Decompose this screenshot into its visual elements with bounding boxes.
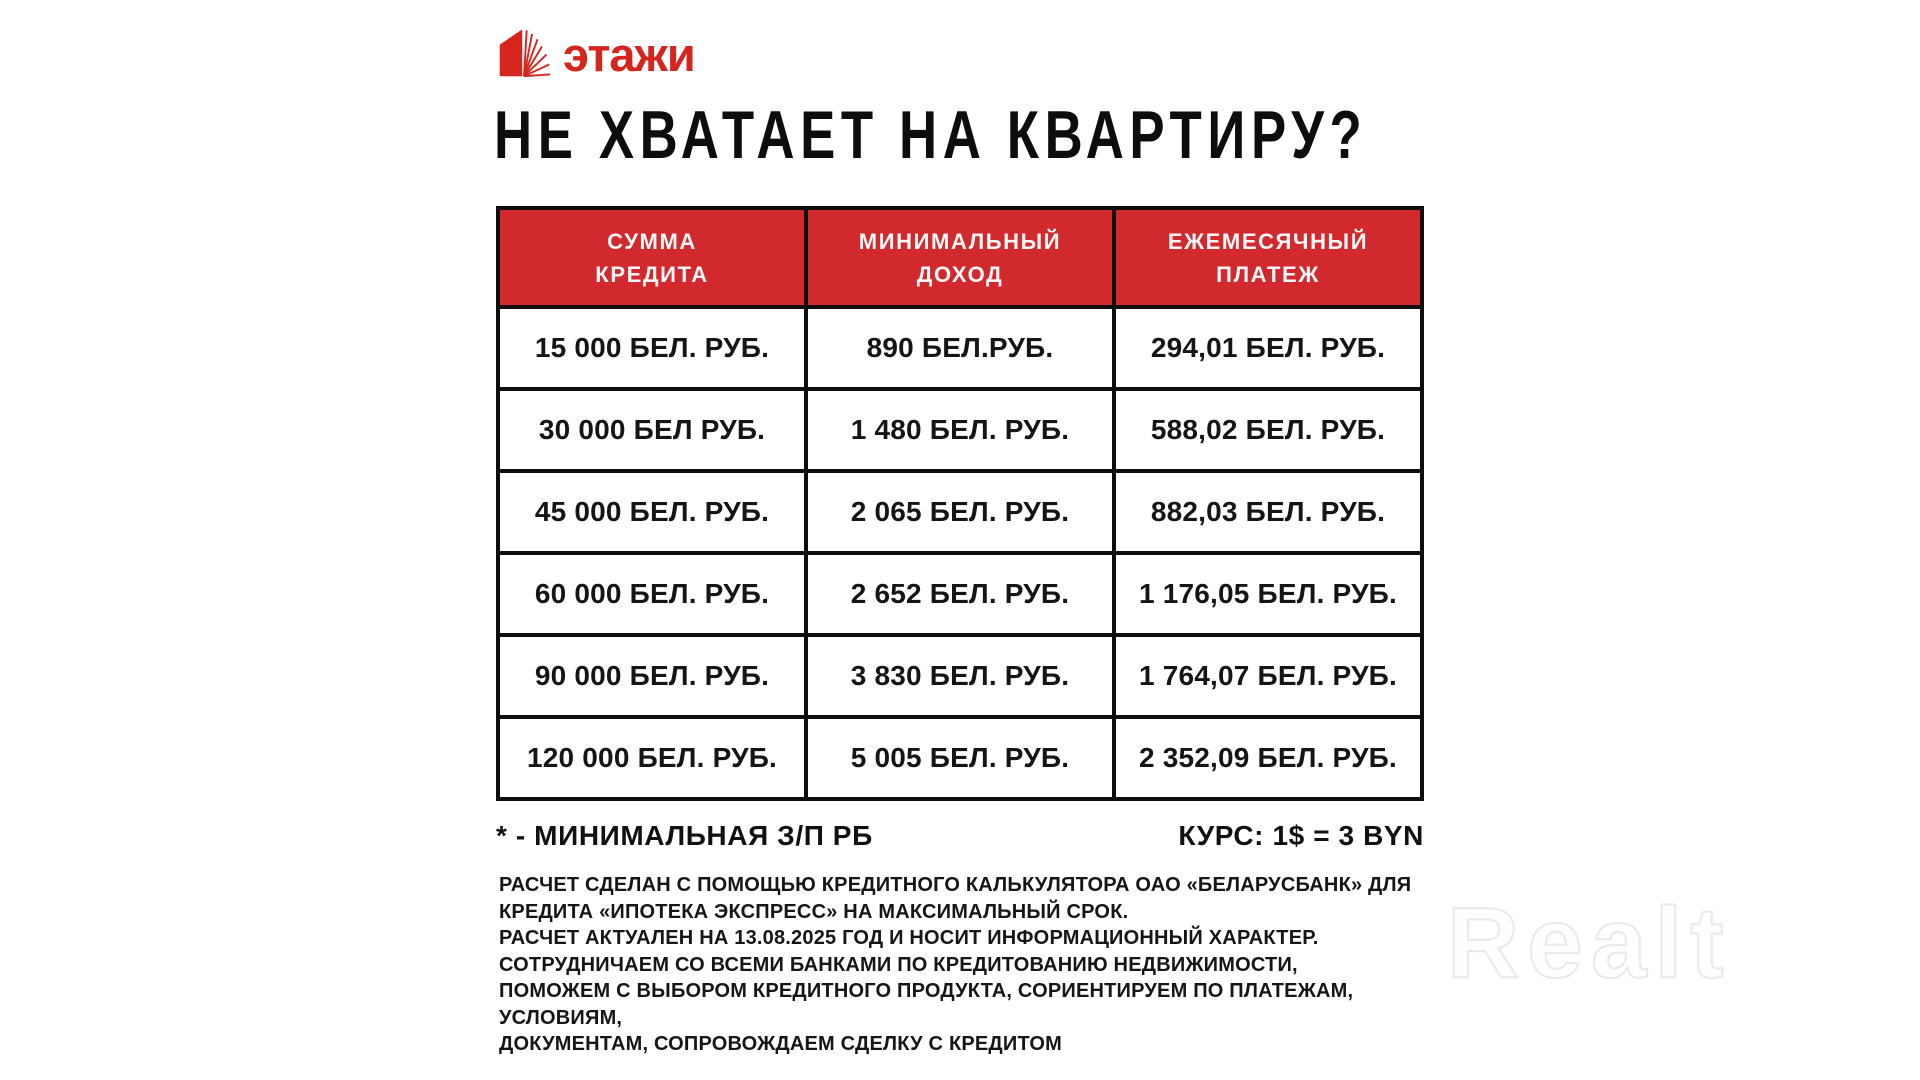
etazhi-logo: этажи [497, 24, 696, 83]
table-cell: 60 000 БЕЛ. РУБ. [500, 555, 804, 633]
striped-house-icon [497, 24, 551, 83]
table-cell: 15 000 БЕЛ. РУБ. [500, 309, 804, 387]
table-cell: 882,03 БЕЛ. РУБ. [1116, 473, 1420, 551]
footnote-min-salary: * - МИНИМАЛЬНАЯ З/П РБ [496, 820, 873, 851]
table-cell: 890 БЕЛ.РУБ. [808, 309, 1112, 387]
table-cell: 2 065 БЕЛ. РУБ. [808, 473, 1112, 551]
table-cell: 1 176,05 БЕЛ. РУБ. [1116, 555, 1420, 633]
table-cell: 120 000 БЕЛ. РУБ. [500, 719, 804, 797]
table-cell: 5 005 БЕЛ. РУБ. [808, 719, 1112, 797]
table-cell: 30 000 БЕЛ РУБ. [500, 391, 804, 469]
logo-wordmark: этажи [563, 28, 696, 81]
table-cell: 2 652 БЕЛ. РУБ. [808, 555, 1112, 633]
table-header-credit-sum: СУММА КРЕДИТА [500, 210, 804, 305]
table-cell: 294,01 БЕЛ. РУБ. [1116, 309, 1420, 387]
table-cell: 3 830 БЕЛ. РУБ. [808, 637, 1112, 715]
disclaimer-line: РАСЧЕТ АКТУАЛЕН НА 13.08.2025 ГОД И НОСИ… [499, 927, 1319, 949]
table-header-min-income: МИНИМАЛЬНЫЙ ДОХОД [808, 210, 1112, 305]
disclaimer-text: РАСЧЕТ СДЕЛАН С ПОМОЩЬЮ КРЕДИТНОГО КАЛЬК… [499, 872, 1459, 1058]
footnote-row: * - МИНИМАЛЬНАЯ З/П РБ КУРС: 1$ = 3 BYN [496, 820, 1424, 852]
disclaimer-line: КРЕДИТА «ИПОТЕКА ЭКСПРЕСС» НА МАКСИМАЛЬН… [499, 900, 1129, 923]
disclaimer-line: СОТРУДНИЧАЕМ СО ВСЕМИ БАНКАМИ ПО КРЕДИТО… [499, 953, 1298, 976]
exchange-rate-note: КУРС: 1$ = 3 BYN [1178, 820, 1424, 851]
table-cell: 2 352,09 БЕЛ. РУБ. [1116, 719, 1420, 797]
realt-watermark: Realt [1446, 887, 1732, 999]
page-title: НЕ ХВАТАЕТ НА КВАРТИРУ? [494, 97, 1368, 173]
disclaimer-line: ДОКУМЕНТАМ, СОПРОВОЖДАЕМ СДЕЛКУ С КРЕДИТ… [499, 1033, 1062, 1055]
table-cell: 45 000 БЕЛ. РУБ. [500, 473, 804, 551]
table-cell: 1 764,07 БЕЛ. РУБ. [1116, 637, 1420, 715]
disclaimer-line: РАСЧЕТ СДЕЛАН С ПОМОЩЬЮ КРЕДИТНОГО КАЛЬК… [499, 874, 1412, 896]
credit-table: СУММА КРЕДИТА МИНИМАЛЬНЫЙ ДОХОД ЕЖЕМЕСЯЧ… [496, 206, 1424, 801]
disclaimer-line: ПОМОЖЕМ С ВЫБОРОМ КРЕДИТНОГО ПРОДУКТА, С… [499, 980, 1354, 1002]
table-cell: 1 480 БЕЛ. РУБ. [808, 391, 1112, 469]
table-cell: 90 000 БЕЛ. РУБ. [500, 637, 804, 715]
disclaimer-line: УСЛОВИЯМ, [499, 1006, 623, 1029]
table-header-monthly-payment: ЕЖЕМЕСЯЧНЫЙ ПЛАТЕЖ [1116, 210, 1420, 305]
table-cell: 588,02 БЕЛ. РУБ. [1116, 391, 1420, 469]
